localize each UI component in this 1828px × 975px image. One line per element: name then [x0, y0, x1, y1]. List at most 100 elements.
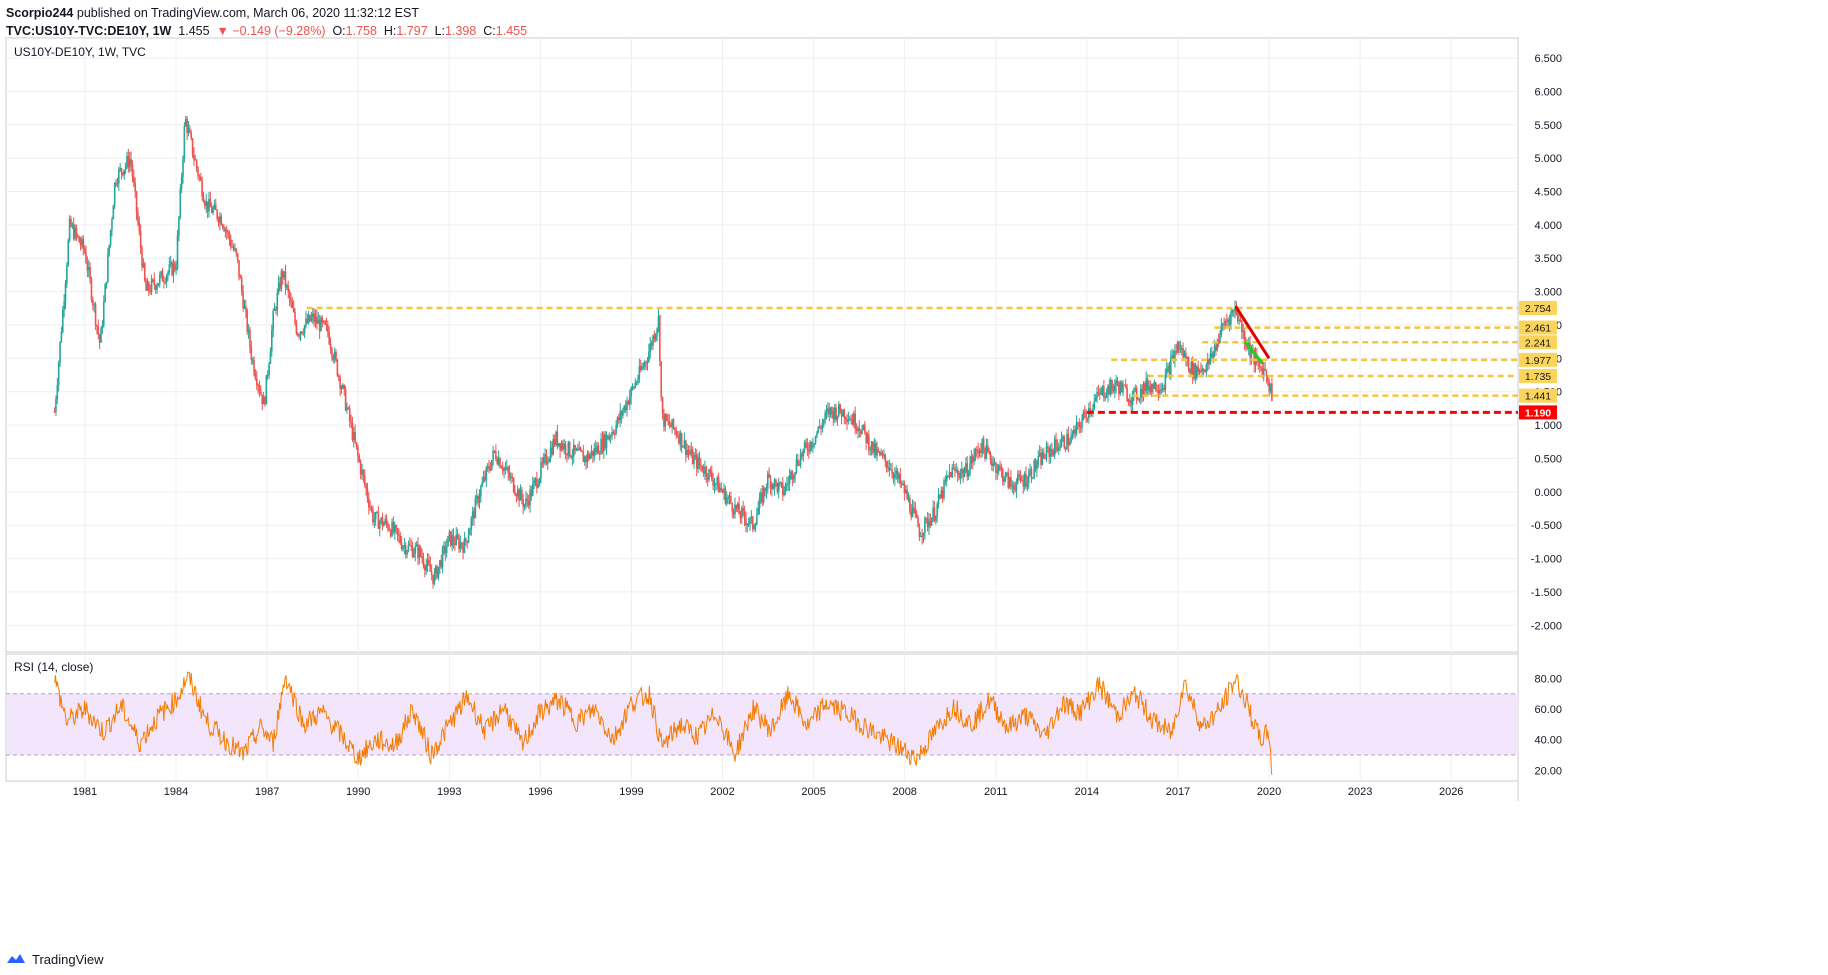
- candle-body: [359, 461, 362, 475]
- candle-body: [75, 227, 78, 235]
- candle-body: [1234, 307, 1236, 312]
- candle-body: [317, 319, 320, 324]
- candle-body: [738, 503, 740, 515]
- candle-body: [721, 490, 724, 493]
- candle-body: [61, 309, 64, 333]
- candle-body: [313, 313, 315, 323]
- candle-body: [354, 431, 356, 443]
- candle-body: [343, 384, 346, 390]
- x-tick-label: 2005: [801, 786, 825, 798]
- candle-body: [706, 476, 709, 480]
- symbol-name[interactable]: TVC:US10Y-TVC:DE10Y: [6, 24, 146, 38]
- candle-body: [434, 566, 437, 574]
- candle-body: [1100, 388, 1102, 395]
- candle-body: [187, 128, 190, 133]
- candle-body: [765, 488, 768, 491]
- candle-body: [433, 573, 436, 584]
- candle-body: [478, 496, 481, 504]
- candle-body: [1041, 452, 1044, 465]
- candle-body: [460, 542, 463, 547]
- tradingview-logo-icon[interactable]: [6, 952, 26, 966]
- candle-body: [633, 386, 635, 388]
- candle-body: [601, 439, 604, 452]
- y-tick-label: -0.500: [1531, 520, 1562, 532]
- candle-body: [549, 447, 552, 459]
- candle-body: [111, 219, 113, 231]
- candle-body: [736, 503, 739, 509]
- candle-body: [1159, 389, 1161, 394]
- candle-body: [1170, 357, 1172, 376]
- y-tick-label: 1.000: [1534, 420, 1562, 432]
- candle-body: [71, 224, 74, 227]
- candle-body: [868, 434, 870, 451]
- interval-label[interactable]: 1W: [152, 24, 172, 38]
- footer-brand[interactable]: TradingView: [32, 951, 104, 967]
- candle-body: [195, 160, 198, 169]
- candle-body: [1032, 477, 1034, 479]
- candle-body: [1204, 371, 1206, 373]
- candle-body: [109, 230, 112, 245]
- publisher-name[interactable]: Scorpio244: [6, 6, 74, 20]
- candle-body: [567, 441, 570, 456]
- level-label-box: [1519, 320, 1557, 335]
- candle-body: [1239, 319, 1242, 321]
- candle-body: [160, 271, 162, 276]
- candle-body: [305, 318, 307, 326]
- candle-body: [1086, 417, 1089, 419]
- candle-body: [1021, 480, 1023, 482]
- candle-body: [603, 434, 605, 452]
- candle-body: [97, 326, 100, 335]
- candle-body: [749, 517, 751, 524]
- ohlc-close-key: C:: [483, 24, 496, 38]
- candle-body: [705, 466, 708, 477]
- candle-body: [805, 442, 807, 445]
- candle-body: [206, 201, 209, 212]
- candle-body: [585, 456, 587, 463]
- candle-body: [488, 466, 490, 470]
- candle-body: [1224, 321, 1227, 325]
- candle-body: [717, 477, 720, 493]
- candle-body: [814, 435, 817, 444]
- candle-body: [85, 251, 87, 263]
- candle-body: [327, 324, 329, 333]
- candle-body: [1223, 323, 1225, 325]
- candle-body: [414, 546, 417, 554]
- candle-body: [955, 470, 958, 472]
- candle-body: [623, 405, 626, 411]
- price-change: ▼ −0.149 (−9.28%): [216, 24, 326, 38]
- candle-body: [866, 434, 869, 443]
- candle-body: [664, 414, 667, 427]
- candle-body: [879, 451, 881, 455]
- candle-body: [391, 522, 393, 536]
- candle-body: [426, 559, 429, 566]
- candle-body: [264, 397, 266, 405]
- candle-body: [720, 487, 723, 491]
- ohlc-open-value: 1.758: [345, 24, 377, 38]
- candle-body: [676, 434, 679, 437]
- candle-body: [53, 411, 56, 413]
- candle-body: [1119, 382, 1122, 394]
- candle-body: [454, 542, 456, 546]
- candle-body: [333, 351, 336, 360]
- candle-body: [1094, 397, 1097, 402]
- candle-body: [1134, 387, 1137, 390]
- x-tick-label: 2008: [892, 786, 916, 798]
- candle-body: [574, 444, 576, 451]
- candle-body: [1138, 398, 1141, 400]
- candle-body: [1171, 354, 1173, 358]
- symbol-line: TVC:US10Y-TVC:DE10Y, 1W 1.455 ▼ −0.149 (…: [6, 24, 528, 38]
- candle-body: [384, 519, 387, 524]
- candle-body: [988, 450, 990, 453]
- candle-body: [175, 268, 177, 270]
- candle-body: [90, 279, 93, 300]
- candle-body: [1262, 368, 1265, 377]
- candle-body: [232, 246, 235, 250]
- candle-body: [448, 531, 451, 536]
- candle-body: [312, 313, 314, 318]
- candle-body: [217, 218, 220, 223]
- candle-body: [1227, 319, 1229, 322]
- candle-body: [598, 453, 601, 455]
- candle-body: [186, 118, 188, 133]
- candle-body: [709, 469, 712, 472]
